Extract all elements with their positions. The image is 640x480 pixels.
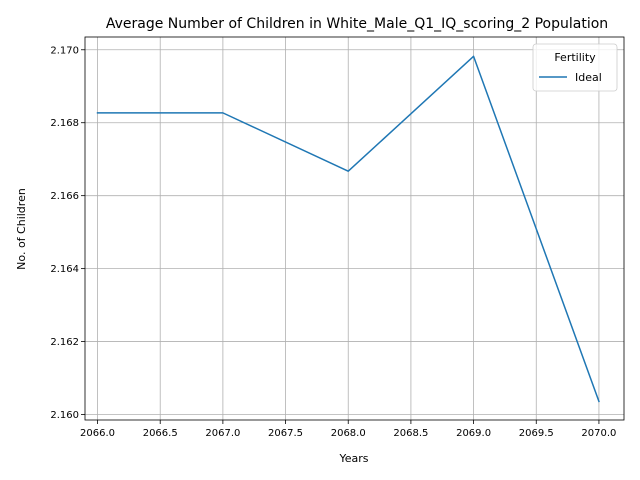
series-line-ideal — [96, 55, 600, 403]
legend-box — [532, 43, 618, 92]
x-axis-label: Years — [338, 452, 368, 465]
y-tick-label: 2.168 — [50, 118, 79, 129]
x-tick-label: 2070.0 — [581, 428, 616, 439]
x-tick-label: 2068.0 — [331, 428, 366, 439]
plot-frame — [84, 36, 625, 421]
y-tick-label: 2.160 — [50, 410, 79, 421]
x-tick-label: 2069.5 — [519, 428, 554, 439]
x-tick-label: 2067.5 — [268, 428, 303, 439]
y-tick-label: 2.164 — [50, 264, 79, 275]
grid-lines — [85, 37, 624, 420]
x-tick-label: 2067.0 — [205, 428, 240, 439]
y-tick-label: 2.162 — [50, 337, 79, 348]
x-tick-label: 2066.0 — [80, 428, 115, 439]
y-axis: 2.160 2.162 2.164 2.166 2.168 2.170 — [50, 45, 85, 421]
x-tick-label: 2068.5 — [393, 428, 428, 439]
legend-label-ideal: Ideal — [575, 71, 602, 84]
y-tick-label: 2.166 — [50, 191, 79, 202]
series-layer — [96, 55, 600, 403]
legend-title: Fertility — [554, 51, 596, 64]
x-tick-label: 2066.5 — [143, 428, 178, 439]
chart-title: Average Number of Children in White_Male… — [106, 16, 608, 32]
x-tick-label: 2069.0 — [456, 428, 491, 439]
legend: Fertility Ideal — [532, 43, 618, 92]
y-tick-label: 2.170 — [50, 45, 79, 56]
x-axis: 2066.0 2066.5 2067.0 2067.5 2068.0 2068.5 2069… — [80, 420, 616, 439]
y-axis-label: No. of Children — [15, 188, 28, 270]
